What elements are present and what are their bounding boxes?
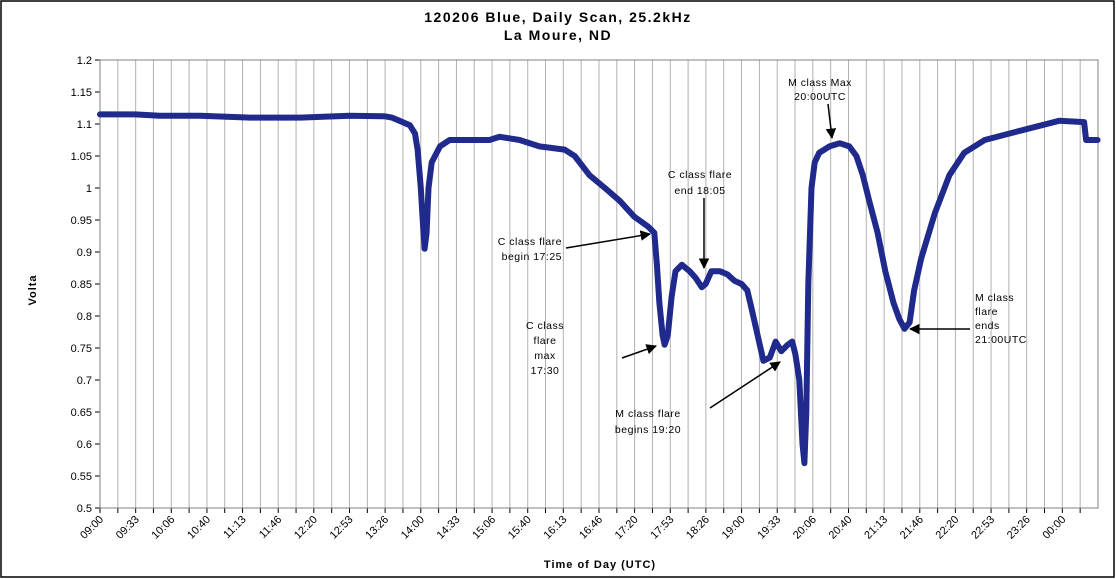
chart-subtitle: La Moure, ND <box>504 27 612 43</box>
annotation-text: 21:00UTC <box>975 334 1027 346</box>
annotation: M class flare ends 21:00UTC <box>908 292 1027 346</box>
y-tick-label: 1.1 <box>77 119 92 131</box>
y-tick-label: 0.75 <box>71 343 92 355</box>
x-axis-title: Time of Day (UTC) <box>544 559 656 571</box>
y-tick-label: 0.7 <box>77 375 92 387</box>
annotation-text: ends <box>975 320 1000 332</box>
y-tick-label: 1 <box>86 183 92 195</box>
annotation: C class flare begin 17:25 <box>498 230 652 263</box>
annotation-text: M class <box>975 292 1014 304</box>
y-tick-label: 0.85 <box>71 279 92 291</box>
annotation: M class flare begins 19:20 <box>615 361 781 436</box>
y-tick-label: 0.5 <box>77 503 92 515</box>
y-tick-label: 1.15 <box>71 87 92 99</box>
annotation: C class flare end 18:05 <box>668 169 732 270</box>
chart-title: 120206 Blue, Daily Scan, 25.2kHz <box>424 9 691 25</box>
plot-area <box>99 59 1099 509</box>
annotation-text: C class <box>526 320 564 332</box>
y-tick-label: 0.6 <box>77 439 92 451</box>
annotation-text: max <box>534 350 556 362</box>
annotation-arrow <box>621 344 657 359</box>
annotation-arrow <box>825 103 837 140</box>
y-tick-label: 0.9 <box>77 247 92 259</box>
annotation-text: flare <box>534 335 557 347</box>
y-tick-label: 0.95 <box>71 215 92 227</box>
y-tick-label: 1.2 <box>77 55 92 67</box>
annotation: M class Max 20:00UTC <box>788 77 852 140</box>
y-tick-label: 0.8 <box>77 311 92 323</box>
y-tick-label: 0.65 <box>71 407 92 419</box>
y-tick-label: 0.55 <box>71 471 92 483</box>
y-axis-title: Volta <box>27 274 39 305</box>
annotation-text: M class flare <box>615 408 680 420</box>
y-tick-label: 1.05 <box>71 151 92 163</box>
annotation-text: C class flare <box>498 236 562 248</box>
data-line <box>97 111 1101 467</box>
annotation-text: 17:30 <box>531 365 560 377</box>
annotation-text: begin 17:25 <box>502 251 562 263</box>
annotation-text: end 18:05 <box>674 185 725 197</box>
annotation-arrow <box>709 361 781 409</box>
annotation-arrow <box>565 230 652 249</box>
annotation-text: begins 19:20 <box>615 424 681 436</box>
annotation-text: flare <box>975 306 998 318</box>
annotation-text: 20:00UTC <box>794 91 846 103</box>
annotation: C class flare max 17:30 <box>526 320 657 377</box>
annotation-text: M class Max <box>788 77 852 89</box>
annotation-text: C class flare <box>668 169 732 181</box>
